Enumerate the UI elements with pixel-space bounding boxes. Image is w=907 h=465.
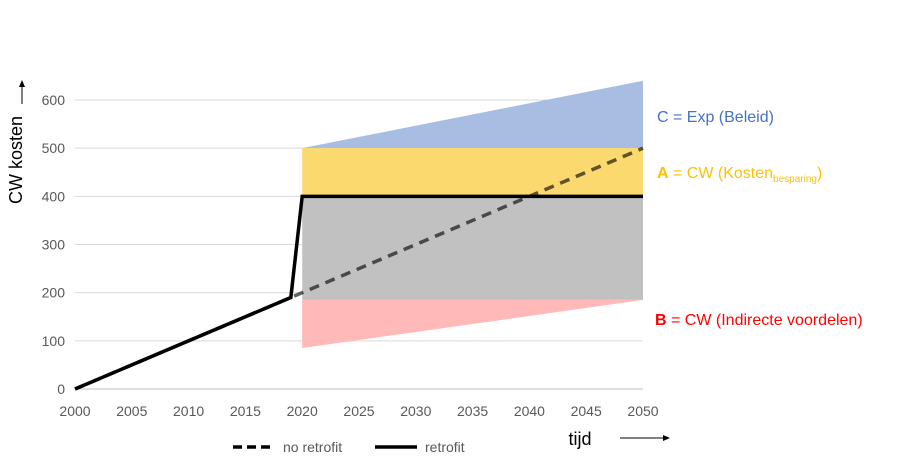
x-tick-label: 2010 (173, 403, 204, 419)
y-tick-label: 500 (42, 140, 66, 156)
series-lines (74, 146, 644, 391)
y-axis-arrow (19, 80, 25, 104)
area-b (302, 299, 643, 349)
x-tick-label: 2035 (457, 403, 488, 419)
y-tick-label: 600 (42, 92, 66, 108)
y-tick-labels: 0 100 200 300 400 500 600 (42, 92, 66, 397)
legend-item-no-retrofit: no retrofit (233, 439, 342, 455)
area-a (302, 148, 643, 197)
x-tick-label: 2015 (230, 403, 261, 419)
legend-label: retrofit (425, 439, 465, 455)
y-tick-label: 300 (42, 237, 66, 253)
annotation-a: A = CW (Kostenbesparing) (657, 165, 822, 185)
x-tick-label: 2020 (287, 403, 318, 419)
x-axis-title: tijd (568, 429, 591, 449)
x-tick-label: 2045 (571, 403, 602, 419)
x-tick-label: 2050 (627, 403, 658, 419)
y-axis-title: CW kosten (6, 116, 26, 204)
area-c (302, 80, 643, 149)
legend-item-retrofit: retrofit (375, 439, 465, 455)
area-grey (302, 196, 643, 300)
x-tick-label: 2030 (400, 403, 431, 419)
y-tick-label: 0 (57, 381, 65, 397)
y-tick-label: 400 (42, 188, 66, 204)
region-annotations: C = Exp (Beleid) A = CW (Kostenbesparing)… (655, 109, 863, 329)
x-tick-label: 2000 (59, 403, 90, 419)
x-tick-label: 2040 (514, 403, 545, 419)
annotation-b: B = CW (Indirecte voordelen) (655, 312, 863, 329)
y-tick-label: 100 (42, 333, 66, 349)
series-retrofit (74, 194, 643, 391)
shaded-areas (302, 80, 643, 349)
legend: no retrofit retrofit (233, 439, 465, 455)
x-tick-labels: 2000 2005 2010 2015 2020 2025 2030 2035 2040 2045… (59, 403, 658, 419)
annotation-c: C = Exp (Beleid) (657, 109, 774, 126)
x-tick-label: 2025 (343, 403, 374, 419)
y-tick-label: 200 (42, 285, 66, 301)
x-axis-arrow (620, 435, 670, 441)
legend-label: no retrofit (283, 439, 342, 455)
x-tick-label: 2005 (116, 403, 147, 419)
